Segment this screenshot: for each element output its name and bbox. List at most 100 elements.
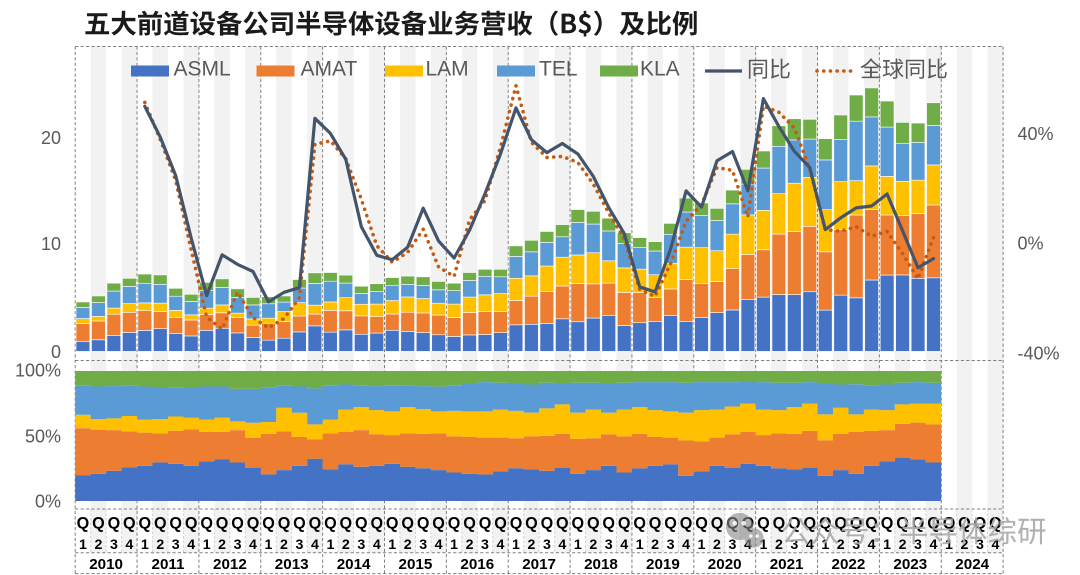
svg-text:1: 1 xyxy=(79,537,87,553)
svg-text:3: 3 xyxy=(852,537,860,553)
svg-text:1: 1 xyxy=(945,537,953,553)
svg-text:Q: Q xyxy=(247,515,260,533)
svg-text:3: 3 xyxy=(543,537,551,553)
svg-text:Q: Q xyxy=(355,515,368,533)
svg-text:Q: Q xyxy=(773,515,786,533)
svg-text:2: 2 xyxy=(651,537,659,553)
svg-text:4: 4 xyxy=(930,537,938,553)
svg-text:1: 1 xyxy=(388,537,396,553)
svg-text:3: 3 xyxy=(729,537,737,553)
svg-text:3: 3 xyxy=(667,537,675,553)
svg-text:4: 4 xyxy=(497,537,505,553)
svg-text:4: 4 xyxy=(311,537,319,553)
svg-text:2018: 2018 xyxy=(584,556,618,573)
svg-text:1: 1 xyxy=(450,537,458,553)
svg-text:Q: Q xyxy=(618,515,631,533)
svg-text:1: 1 xyxy=(759,537,767,553)
svg-text:2023: 2023 xyxy=(893,556,927,573)
svg-text:4: 4 xyxy=(435,537,443,553)
svg-text:1: 1 xyxy=(512,537,520,553)
svg-text:2: 2 xyxy=(94,537,102,553)
svg-text:Q: Q xyxy=(757,515,770,533)
svg-text:3: 3 xyxy=(110,537,118,553)
svg-text:2024: 2024 xyxy=(955,556,989,573)
svg-text:1: 1 xyxy=(883,537,891,553)
svg-text:ASML: ASML xyxy=(174,58,231,81)
svg-text:Q: Q xyxy=(231,515,244,533)
svg-text:Q: Q xyxy=(108,515,121,533)
svg-text:2: 2 xyxy=(404,537,412,553)
svg-text:2019: 2019 xyxy=(646,556,680,573)
svg-text:Q: Q xyxy=(602,515,615,533)
svg-text:-40%: -40% xyxy=(1018,343,1060,363)
svg-text:AMAT: AMAT xyxy=(301,58,358,81)
svg-text:0%: 0% xyxy=(1018,234,1044,254)
svg-text:Q: Q xyxy=(401,515,414,533)
svg-text:4: 4 xyxy=(187,537,195,553)
svg-text:Q: Q xyxy=(340,515,353,533)
svg-text:Q: Q xyxy=(463,515,476,533)
svg-text:2: 2 xyxy=(466,537,474,553)
svg-text:Q: Q xyxy=(649,515,662,533)
svg-text:2016: 2016 xyxy=(460,556,494,573)
svg-text:4: 4 xyxy=(249,537,257,553)
svg-text:2020: 2020 xyxy=(708,556,742,573)
svg-text:Q: Q xyxy=(819,515,832,533)
svg-text:2011: 2011 xyxy=(152,556,186,573)
svg-text:2010: 2010 xyxy=(89,556,123,573)
svg-text:Q: Q xyxy=(278,515,291,533)
svg-text:100%: 100% xyxy=(15,360,61,380)
svg-text:Q: Q xyxy=(139,515,152,533)
svg-text:Q: Q xyxy=(324,515,337,533)
svg-text:3: 3 xyxy=(481,537,489,553)
svg-text:Q: Q xyxy=(200,515,213,533)
svg-text:0: 0 xyxy=(51,342,61,362)
svg-text:Q: Q xyxy=(711,515,724,533)
svg-text:4: 4 xyxy=(868,537,876,553)
svg-text:20: 20 xyxy=(41,128,61,148)
svg-text:3: 3 xyxy=(295,537,303,553)
svg-text:3: 3 xyxy=(172,537,180,553)
svg-text:4: 4 xyxy=(620,537,628,553)
svg-text:3: 3 xyxy=(914,537,922,553)
svg-text:Q: Q xyxy=(92,515,105,533)
svg-text:1: 1 xyxy=(265,537,273,553)
svg-text:4: 4 xyxy=(558,537,566,553)
svg-text:40%: 40% xyxy=(1018,124,1054,144)
svg-text:Q: Q xyxy=(541,515,554,533)
svg-text:Q: Q xyxy=(154,515,167,533)
svg-text:2012: 2012 xyxy=(213,556,247,573)
svg-text:Q: Q xyxy=(293,515,306,533)
svg-text:1: 1 xyxy=(821,537,829,553)
svg-text:3: 3 xyxy=(976,537,984,553)
svg-text:4: 4 xyxy=(806,537,814,553)
svg-text:2022: 2022 xyxy=(832,556,866,573)
svg-text:4: 4 xyxy=(991,537,999,553)
svg-text:Q: Q xyxy=(77,515,90,533)
svg-text:Q: Q xyxy=(494,515,507,533)
svg-text:10: 10 xyxy=(41,234,61,254)
svg-text:Q: Q xyxy=(664,515,677,533)
svg-text:Q: Q xyxy=(633,515,646,533)
svg-text:2: 2 xyxy=(713,537,721,553)
svg-text:1: 1 xyxy=(141,537,149,553)
svg-text:Q: Q xyxy=(572,515,585,533)
svg-text:Q: Q xyxy=(386,515,399,533)
svg-text:1: 1 xyxy=(326,537,334,553)
svg-text:1: 1 xyxy=(698,537,706,553)
svg-text:Q: Q xyxy=(216,515,229,533)
svg-text:Q: Q xyxy=(262,515,275,533)
svg-text:4: 4 xyxy=(373,537,381,553)
svg-text:3: 3 xyxy=(234,537,242,553)
svg-text:2: 2 xyxy=(899,537,907,553)
svg-text:2: 2 xyxy=(156,537,164,553)
svg-text:TEL: TEL xyxy=(539,58,578,81)
svg-text:Q: Q xyxy=(510,515,523,533)
svg-text:1: 1 xyxy=(203,537,211,553)
svg-text:Q: Q xyxy=(123,515,136,533)
svg-text:KLA: KLA xyxy=(640,58,680,81)
svg-text:Q: Q xyxy=(556,515,569,533)
svg-text:3: 3 xyxy=(790,537,798,553)
svg-text:Q: Q xyxy=(881,515,894,533)
svg-text:2014: 2014 xyxy=(337,556,371,573)
